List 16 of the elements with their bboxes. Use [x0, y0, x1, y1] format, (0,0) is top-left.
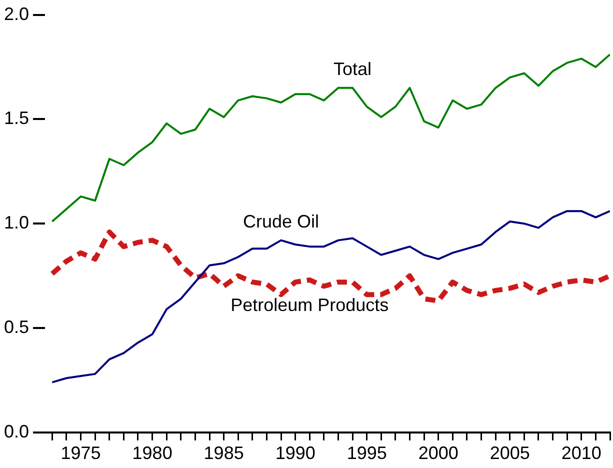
series-label: Crude Oil — [243, 211, 320, 232]
y-tick-label: 1.5 — [4, 108, 30, 128]
x-tick-label: 1990 — [275, 443, 316, 464]
x-tick-label: 1980 — [132, 443, 172, 464]
x-tick-label: 2000 — [418, 443, 458, 464]
y-tick-label: 2.0 — [4, 4, 30, 24]
series-label: Total — [334, 58, 372, 79]
x-tick-label: 2005 — [490, 443, 530, 464]
y-tick-label: 0.5 — [4, 316, 30, 337]
y-tick-label: 0.0 — [4, 421, 30, 442]
x-tick-label: 1985 — [204, 443, 244, 464]
x-tick-label: 1975 — [60, 443, 101, 464]
series-label: Petroleum Products — [230, 294, 389, 315]
x-tick-label: 2010 — [561, 443, 602, 464]
x-tick-label: 1995 — [346, 443, 387, 464]
y-tick-label: 1.0 — [4, 212, 30, 233]
